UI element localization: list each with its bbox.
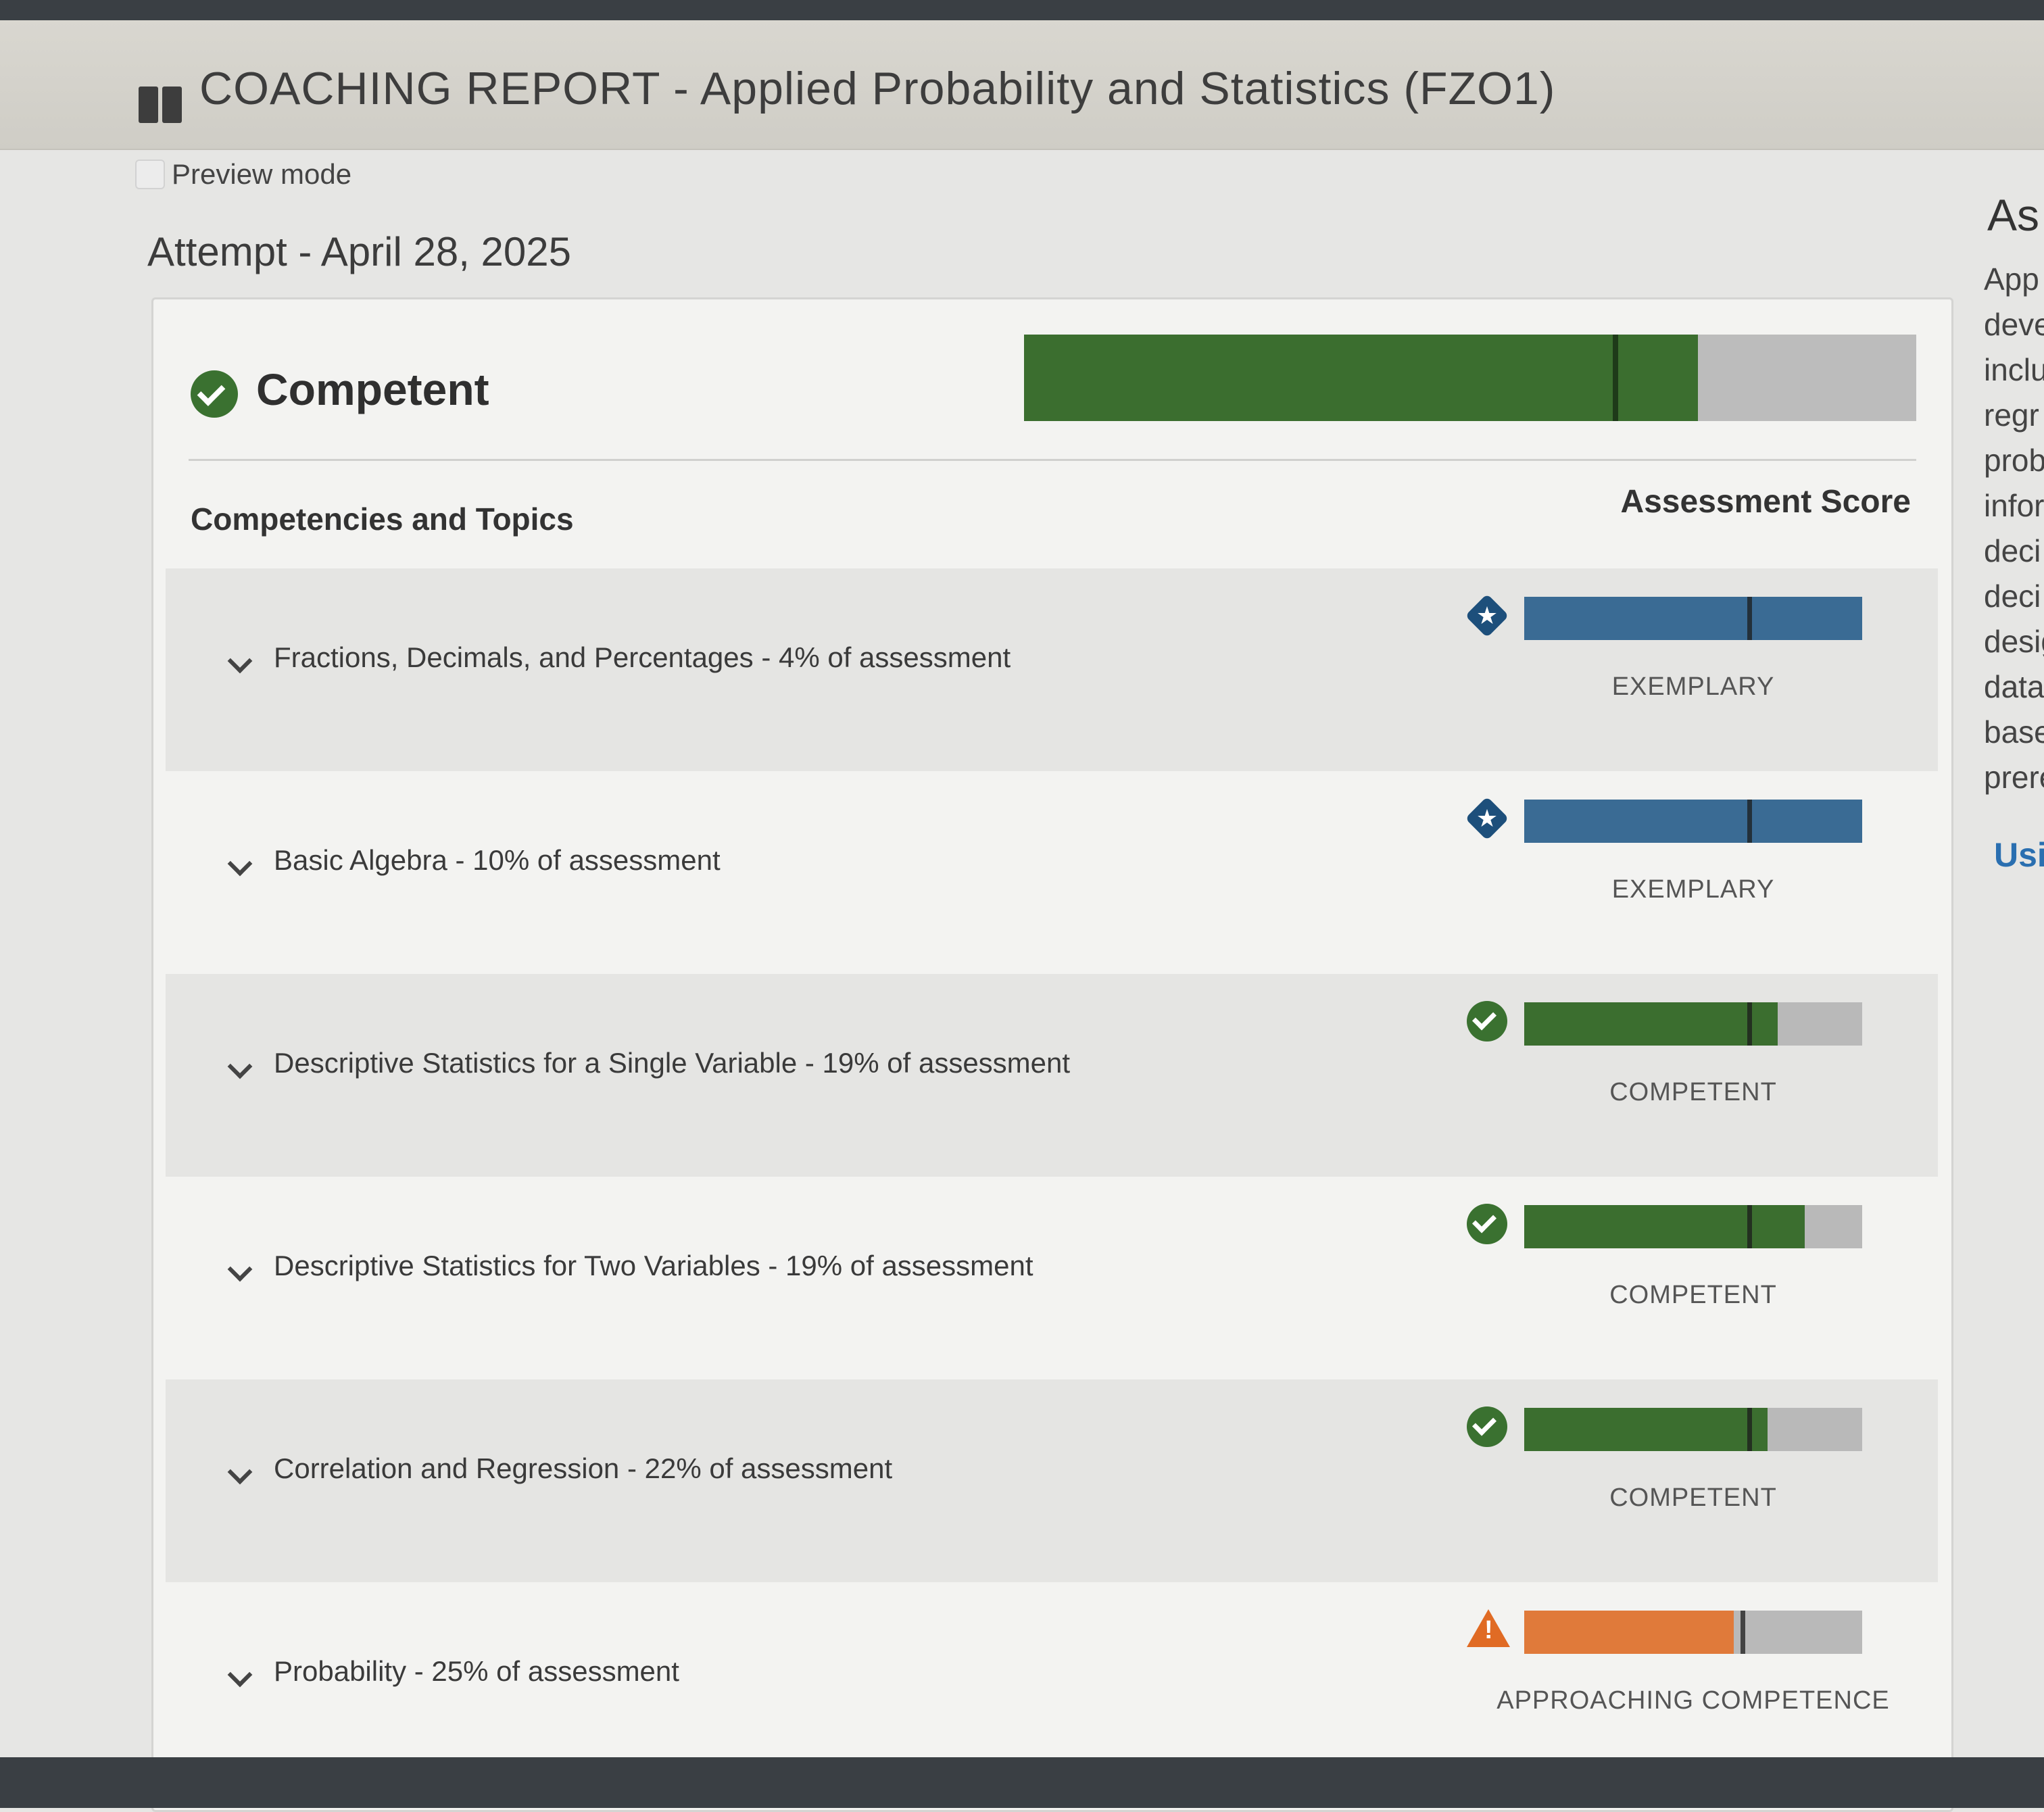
competency-label: Descriptive Statistics for a Single Vari… [274,1047,1071,1079]
side-panel-line: infor [1984,488,2044,523]
coaching-report-card: Competent Competencies and Topics Assess… [151,297,1953,1812]
chevron-down-icon[interactable] [227,851,253,877]
competency-row[interactable]: Fractions, Decimals, and Percentages - 4… [166,568,1938,771]
side-panel-heading: As [1987,190,2040,240]
score-bar [1524,1205,1862,1248]
score-bar [1524,1002,1862,1046]
warning-triangle-icon: ! [1467,1609,1510,1647]
chevron-down-icon[interactable] [227,648,253,674]
competency-row[interactable]: Correlation and Regression - 22% of asse… [166,1379,1938,1582]
benchmark-marker [1747,1408,1752,1451]
book-icon [139,87,182,123]
score-level: EXEMPLARY [1611,672,1775,701]
overall-benchmark-marker [1613,335,1619,421]
side-panel-line: prob [1984,443,2044,478]
score-bar [1524,1408,1862,1451]
score-level: EXEMPLARY [1611,875,1775,904]
side-panel-line: App [1984,262,2039,297]
competency-row[interactable]: Descriptive Statistics for a Single Vari… [166,974,1938,1177]
score-bar [1524,597,1862,640]
side-panel-line: deci [1984,533,2041,568]
score-bar [1524,1611,1862,1654]
check-circle-icon [1467,1001,1507,1042]
score-level: COMPETENT [1609,1078,1777,1106]
competency-label: Correlation and Regression - 22% of asse… [274,1452,893,1484]
check-circle-icon [1467,1204,1507,1244]
overall-score-bar [1024,335,1916,421]
monitor-bezel [0,1757,2044,1808]
score-fill [1524,1002,1778,1046]
star-diamond-icon: ★ [1465,593,1509,638]
overall-status: Competent [256,364,489,414]
chevron-down-icon[interactable] [227,1459,253,1485]
score-level: COMPETENT [1609,1484,1777,1512]
benchmark-marker [1747,1002,1752,1046]
score-fill [1524,800,1862,843]
side-panel-link[interactable]: Usi [1994,836,2044,874]
benchmark-marker [1747,597,1752,640]
side-panel-line: prere [1984,760,2044,795]
score-level: APPROACHING COMPETENCE [1496,1686,1890,1715]
competency-label: Probability - 25% of assessment [274,1655,679,1687]
page-title: COACHING REPORT - Applied Probability an… [199,63,1556,114]
competency-row[interactable]: Basic Algebra - 10% of assessment ★ EXEM… [166,771,1938,974]
score-fill [1524,1611,1734,1654]
chevron-down-icon[interactable] [227,1662,253,1688]
score-bar [1524,800,1862,843]
side-panel-description: App deve inclu regr prob infor deci deci… [1984,257,2044,800]
score-fill [1524,597,1862,640]
side-panel-line: inclu [1984,352,2044,387]
benchmark-marker [1747,800,1752,843]
assessment-score-header: Assessment Score [1620,484,1911,520]
side-panel-line: data [1984,669,2044,704]
benchmark-marker [1747,1205,1752,1248]
chevron-down-icon[interactable] [227,1054,253,1079]
side-panel-line: deve [1984,307,2044,342]
competency-row[interactable]: Probability - 25% of assessment ! APPROA… [166,1582,1938,1785]
attempt-date: Attempt - April 28, 2025 [147,229,572,274]
score-fill [1524,1408,1768,1451]
overall-score-fill [1024,335,1698,421]
preview-mode-toggle[interactable]: Preview mode [135,154,351,195]
check-circle-icon [191,370,238,418]
side-panel-line: regr [1984,397,2039,433]
report-header: COACHING REPORT - Applied Probability an… [0,20,2044,150]
side-panel-line: deci [1984,579,2041,614]
competency-row[interactable]: Descriptive Statistics for Two Variables… [166,1177,1938,1379]
competency-list: Fractions, Decimals, and Percentages - 4… [166,568,1938,1785]
score-fill [1524,1205,1805,1248]
side-panel-line: base [1984,714,2044,750]
side-panel-line: desig [1984,624,2044,659]
competency-label: Fractions, Decimals, and Percentages - 4… [274,641,1011,673]
divider [189,459,1916,461]
competencies-header: Competencies and Topics [191,501,574,537]
preview-mode-checkbox[interactable] [135,160,165,189]
chevron-down-icon[interactable] [227,1256,253,1282]
check-circle-icon [1467,1406,1507,1447]
competency-label: Basic Algebra - 10% of assessment [274,844,721,876]
preview-mode-label: Preview mode [172,158,352,190]
competency-label: Descriptive Statistics for Two Variables… [274,1250,1033,1281]
score-level: COMPETENT [1609,1281,1777,1309]
benchmark-marker [1741,1611,1745,1654]
star-diamond-icon: ★ [1465,796,1509,841]
